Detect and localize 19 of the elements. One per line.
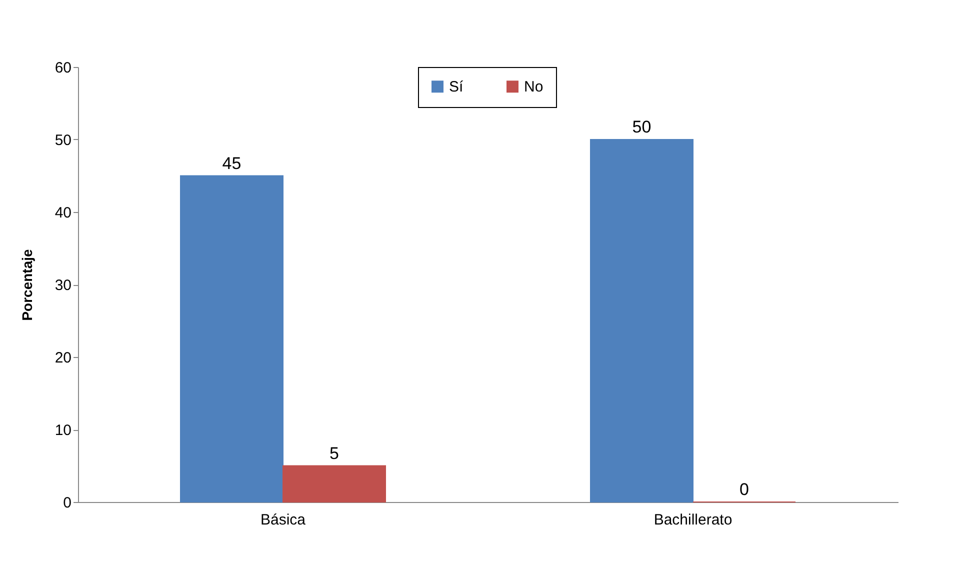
x-tick-label: Básica bbox=[260, 512, 306, 528]
y-tick-label: 20 bbox=[54, 350, 72, 366]
legend-label: No bbox=[524, 78, 544, 96]
y-tick-label: 10 bbox=[54, 422, 72, 439]
y-tick-label: 50 bbox=[54, 132, 72, 149]
x-tick-label: Bachillerato bbox=[654, 512, 732, 528]
data-label: 50 bbox=[632, 118, 652, 136]
bar bbox=[282, 465, 386, 502]
bar bbox=[590, 139, 694, 502]
data-label: 0 bbox=[740, 480, 749, 499]
y-tick-label: 60 bbox=[54, 60, 72, 76]
y-axis-title: Porcentaje bbox=[18, 248, 35, 321]
y-tick-label: 0 bbox=[63, 494, 72, 512]
data-label: 45 bbox=[222, 154, 242, 173]
y-tick-label: 40 bbox=[54, 204, 72, 222]
y-tick-label: 30 bbox=[54, 277, 72, 294]
bar bbox=[180, 175, 284, 502]
legend-label: Sí bbox=[449, 78, 464, 96]
data-label: 5 bbox=[330, 444, 339, 463]
